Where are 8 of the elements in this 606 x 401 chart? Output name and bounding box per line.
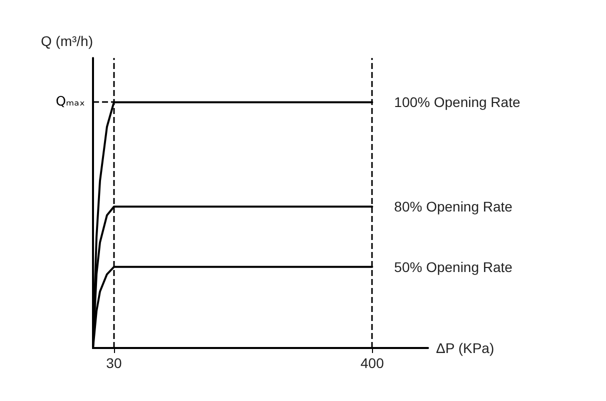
x-tick-label: 400 xyxy=(360,355,384,371)
y-axis-title: Q (m³/h) xyxy=(40,33,93,49)
ref-line-label: Qₘₐₓ xyxy=(56,94,86,110)
x-tick-label: 30 xyxy=(106,355,122,371)
series-label: 100% Opening Rate xyxy=(394,94,520,110)
x-axis-title: ΔP (KPa) xyxy=(436,340,494,356)
series-label: 80% Opening Rate xyxy=(394,198,513,215)
series-label: 50% Opening Rate xyxy=(394,258,513,275)
